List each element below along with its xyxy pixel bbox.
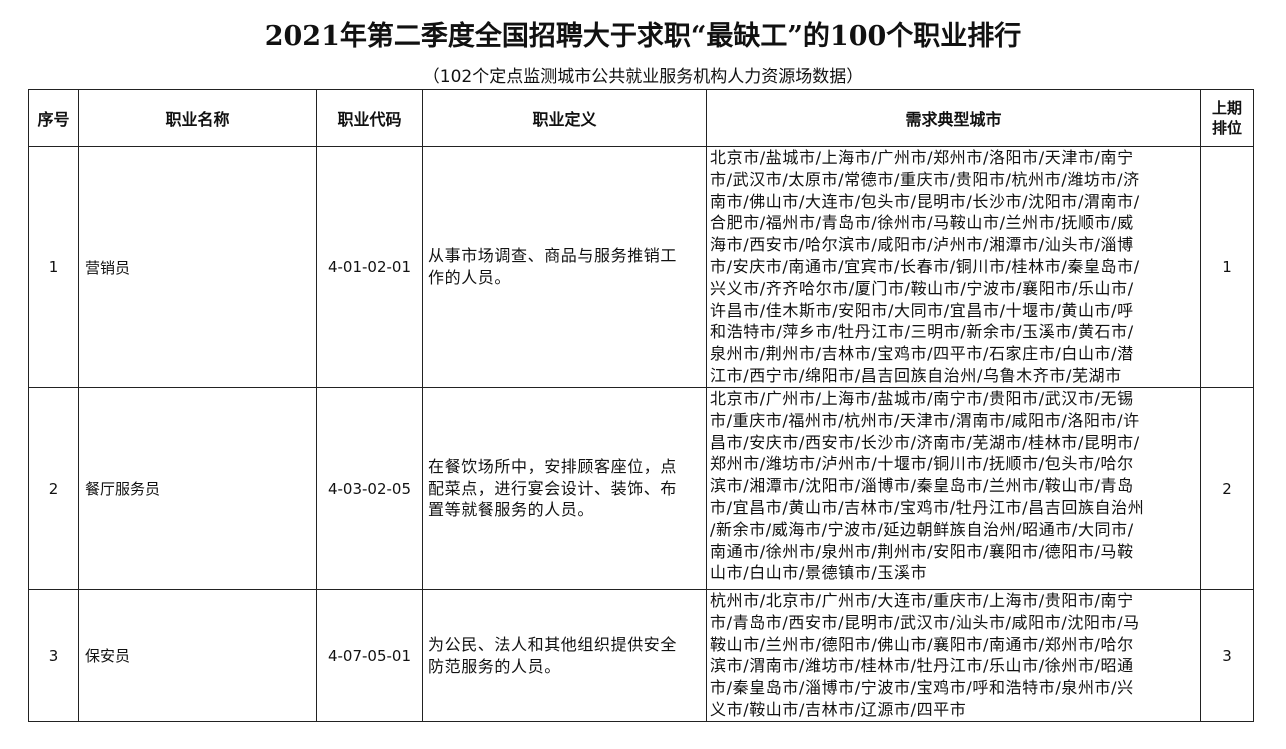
header-row: 序号 职业名称 职业代码 职业定义 需求典型城市 上期排位 (28, 89, 1254, 147)
cities-line: 市/秦皇岛市/淄博市/宁波市/宝鸡市/呼和浩特市/泉州市/兴 (710, 678, 1134, 698)
header-code: 职业代码 (316, 89, 423, 147)
header-prev-rank: 上期排位 (1200, 89, 1254, 147)
cell-definition: 在餐饮场所中，安排顾客座位，点 配菜点，进行宴会设计、装饰、布 置等就餐服务的人员。 (422, 387, 707, 590)
cities-line: 南通市/徐州市/泉州市/荆州市/安阳市/襄阳市/德阳市/马鞍 (710, 541, 1134, 561)
cell-definition: 从事市场调查、商品与服务推销工 作的人员。 (422, 146, 707, 388)
header-no: 序号 (28, 89, 79, 147)
cell-prev-rank: 2 (1200, 387, 1254, 590)
cell-no: 3 (28, 589, 79, 722)
cities-line: 合肥市/福州市/青岛市/徐州市/马鞍山市/兰州市/抚顺市/威 (710, 213, 1134, 233)
cell-prev-rank: 3 (1200, 589, 1254, 722)
table-row: 1 营销员 4-01-02-01 从事市场调查、商品与服务推销工 作的人员。 北京市/盐城… (28, 146, 1254, 388)
cities-line: 滨市/湘潭市/沈阳市/淄博市/秦皇岛市/兰州市/鞍山市/青岛 (710, 476, 1134, 496)
definition-line: 置等就餐服务的人员。 (428, 500, 595, 520)
cities-line: 鞍山市/兰州市/德阳市/佛山市/襄阳市/南通市/郑州市/哈尔 (710, 634, 1134, 654)
definition-line: 在餐饮场所中，安排顾客座位，点 (428, 456, 678, 476)
cities-line: /新余市/威海市/宁波市/延边朝鲜族自治州/昭通市/大同市/ (710, 519, 1134, 539)
cell-code: 4-07-05-01 (316, 589, 423, 722)
cell-definition: 为公民、法人和其他组织提供安全 防范服务的人员。 (422, 589, 707, 722)
cell-code: 4-03-02-05 (316, 387, 423, 590)
occupation-table: 序号 职业名称 职业代码 职业定义 需求典型城市 上期排位 1 营销员 4-01-0… (28, 89, 1254, 722)
cell-cities: 北京市/盐城市/上海市/广州市/郑州市/洛阳市/天津市/南宁 市/武汉市/太原市/… (706, 146, 1201, 388)
header-name: 职业名称 (78, 89, 317, 147)
definition-line: 配菜点，进行宴会设计、装饰、布 (428, 478, 678, 498)
cities-line: 昌市/安庆市/西安市/长沙市/济南市/芜湖市/桂林市/昆明市/ (710, 432, 1140, 452)
cities-line: 市/宜昌市/黄山市/吉林市/宝鸡市/牡丹江市/昌吉回族自治州 (710, 497, 1145, 517)
cell-no: 2 (28, 387, 79, 590)
cities-line: 滨市/渭南市/潍坊市/桂林市/牡丹江市/乐山市/徐州市/昭通 (710, 656, 1134, 676)
cities-line: 杭州市/北京市/广州市/大连市/重庆市/上海市/贵阳市/南宁 (710, 591, 1134, 610)
cities-line: 义市/鞍山市/吉林市/辽源市/四平市 (710, 699, 967, 719)
header-prev-rank-text: 上期排位 (1211, 99, 1242, 137)
definition-line: 为公民、法人和其他组织提供安全 (428, 634, 678, 654)
definition-line: 从事市场调查、商品与服务推销工 (428, 246, 678, 266)
cell-prev-rank: 1 (1200, 146, 1254, 388)
cell-no: 1 (28, 146, 79, 388)
cities-line: 北京市/盐城市/上海市/广州市/郑州市/洛阳市/天津市/南宁 (710, 148, 1134, 167)
cell-name: 保安员 (78, 589, 317, 722)
cell-code: 4-01-02-01 (316, 146, 423, 388)
table-row: 2 餐厅服务员 4-03-02-05 在餐饮场所中，安排顾客座位，点 配菜点，进行宴会设… (28, 387, 1254, 590)
cities-line: 市/青岛市/西安市/昆明市/武汉市/汕头市/咸阳市/沈阳市/马 (710, 612, 1140, 632)
cities-line: 市/安庆市/南通市/宜宾市/长春市/铜川市/桂林市/秦皇岛市/ (710, 256, 1140, 276)
cell-name: 营销员 (78, 146, 317, 388)
page-subtitle: （102个定点监测城市公共就业服务机构人力资源场数据） (422, 67, 864, 87)
table-row: 3 保安员 4-07-05-01 为公民、法人和其他组织提供安全 防范服务的人员。 杭州市… (28, 589, 1254, 722)
cities-line: 江市/西宁市/绵阳市/昌吉回族自治州/乌鲁木齐市/芜湖市 (710, 365, 1122, 385)
header-definition: 职业定义 (422, 89, 707, 147)
definition-line: 作的人员。 (428, 268, 512, 287)
cities-line: 兴义市/齐齐哈尔市/厦门市/鞍山市/宁波市/襄阳市/乐山市/ (710, 278, 1134, 298)
cities-line: 市/武汉市/太原市/常德市/重庆市/贵阳市/杭州市/潍坊市/济 (710, 169, 1140, 189)
definition-line: 防范服务的人员。 (428, 656, 561, 676)
cities-line: 海市/西安市/哈尔滨市/咸阳市/泸州市/湘潭市/汕头市/淄博 (710, 235, 1134, 255)
cities-line: 北京市/广州市/上海市/盐城市/南宁市/贵阳市/武汉市/无锡 (710, 389, 1134, 408)
page-title: 2021年第二季度全国招聘大于求职“最缺工”的100个职业排行 (264, 21, 1022, 52)
cities-line: 许昌市/佳木斯市/安阳市/大同市/宜昌市/十堰市/黄山市/呼 (710, 300, 1134, 320)
cities-line: 南市/佛山市/大连市/包头市/昆明市/长沙市/沈阳市/渭南市/ (710, 191, 1140, 211)
cities-line: 和浩特市/萍乡市/牡丹江市/三明市/新余市/玉溪市/黄石市/ (710, 322, 1134, 342)
cell-cities: 杭州市/北京市/广州市/大连市/重庆市/上海市/贵阳市/南宁 市/青岛市/西安市/… (706, 589, 1201, 722)
cell-cities: 北京市/广州市/上海市/盐城市/南宁市/贵阳市/武汉市/无锡 市/重庆市/福州市/… (706, 387, 1201, 590)
cities-line: 郑州市/潍坊市/泸州市/十堰市/铜川市/抚顺市/包头市/哈尔 (710, 454, 1134, 474)
cities-line: 山市/白山市/景德镇市/玉溪市 (710, 563, 928, 583)
header-cities: 需求典型城市 (706, 89, 1201, 147)
cell-name: 餐厅服务员 (78, 387, 317, 590)
cities-line: 市/重庆市/福州市/杭州市/天津市/渭南市/咸阳市/洛阳市/许 (710, 410, 1140, 430)
cities-line: 泉州市/荆州市/吉林市/宝鸡市/四平市/石家庄市/白山市/潜 (710, 344, 1134, 364)
